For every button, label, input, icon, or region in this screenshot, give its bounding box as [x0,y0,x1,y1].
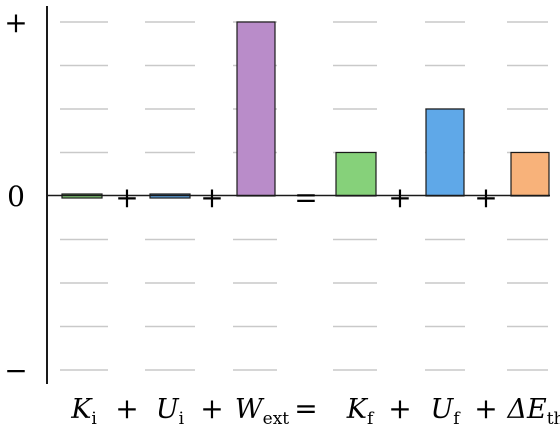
category-label: ΔEth [507,394,560,427]
operator-symbol: + [474,181,497,214]
category-label: Kf [346,394,375,427]
y-tick-label: 0 [7,180,25,213]
bars [61,21,550,199]
operators: + + + + = = + + + + [115,181,497,425]
bar [425,108,465,197]
y-tick-label: + [4,6,27,39]
operator-symbol: + [200,181,223,214]
y-tick-labels: +0 − [4,6,27,387]
operator-symbol: = [294,181,317,214]
y-tick-label: − [4,354,27,387]
operator-symbol: + [115,181,138,214]
bar [236,21,276,197]
category-label: Uf [430,394,461,427]
bar [510,151,550,197]
category-labels: Ki Ui Wext Kf Uf ΔEth [70,394,560,427]
category-label: Wext [235,394,289,427]
bar [335,151,377,197]
category-label: Ui [156,394,185,427]
operator-symbol: + [388,181,411,214]
operator-symbol: + [388,392,411,425]
operator-symbol: + [115,392,138,425]
operator-symbol: = [294,392,317,425]
operator-symbol: + [474,392,497,425]
category-label: Ki [70,394,97,427]
operator-symbol: + [200,392,223,425]
